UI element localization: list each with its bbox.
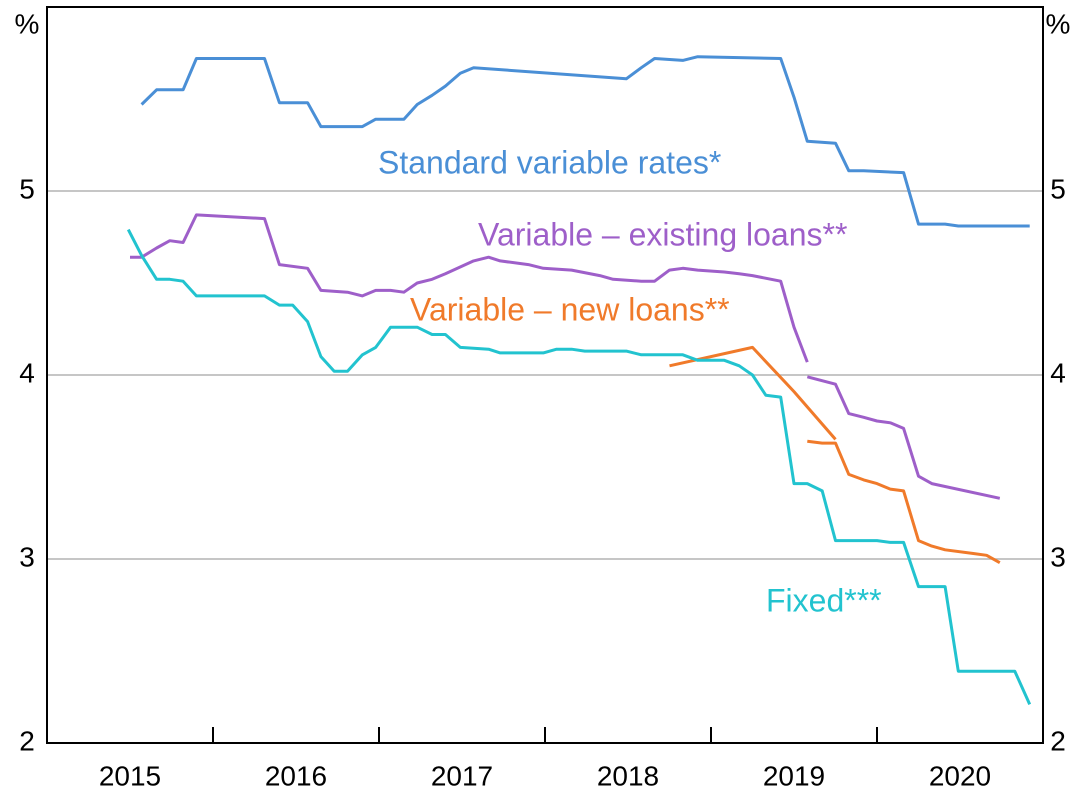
series-line	[130, 213, 1001, 500]
y-tick-label: 3	[19, 541, 35, 572]
y-axis-label: %	[15, 8, 40, 39]
series-line	[126, 228, 1032, 706]
y-tick-label: 5	[19, 173, 35, 204]
y2-tick-label: 4	[1050, 357, 1066, 388]
series-label: Variable – new loans**	[410, 291, 730, 327]
y-tick-label: 4	[19, 357, 35, 388]
x-tick-label: 2020	[929, 760, 991, 791]
series-label: Standard variable rates*	[378, 144, 721, 180]
y2-tick-label: 3	[1050, 541, 1066, 572]
y-tick-label: 2	[19, 725, 35, 756]
y2-tick-label: 5	[1050, 173, 1066, 204]
series-line	[669, 345, 1001, 565]
y2-tick-label: 2	[1050, 725, 1066, 756]
x-tick-label: 2015	[99, 760, 161, 791]
x-tick-label: 2016	[265, 760, 327, 791]
x-tick-label: 2017	[431, 760, 493, 791]
series-label: Fixed***	[766, 582, 882, 618]
series-line	[140, 55, 1030, 228]
y2-axis-label: %	[1046, 8, 1071, 39]
x-tick-label: 2018	[597, 760, 659, 791]
series-label: Variable – existing loans**	[478, 216, 847, 252]
x-tick-label: 2019	[763, 760, 825, 791]
